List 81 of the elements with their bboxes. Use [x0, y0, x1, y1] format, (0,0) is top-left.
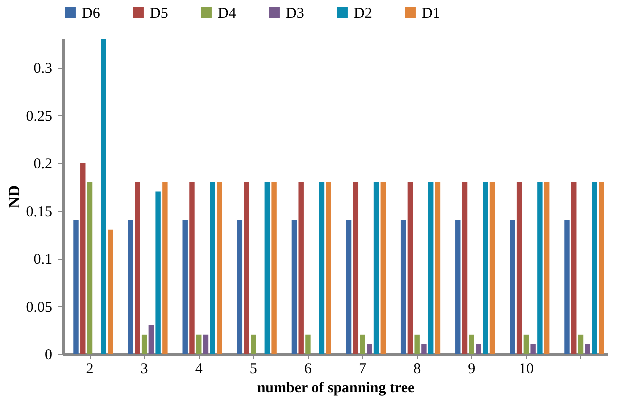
x-tick-label: 6	[304, 362, 312, 378]
legend-label: D1	[422, 6, 440, 22]
bar	[592, 182, 598, 354]
bar	[244, 182, 250, 354]
bar	[469, 334, 474, 354]
bar	[264, 182, 270, 354]
bar	[292, 220, 298, 354]
y-tick-label: 0.25	[26, 108, 52, 125]
bar	[210, 182, 216, 354]
bar	[272, 182, 277, 354]
bar	[374, 182, 380, 354]
bar	[80, 163, 86, 354]
bar	[462, 182, 468, 354]
bar	[142, 334, 148, 354]
x-tick-label: 2	[86, 362, 94, 378]
bar	[490, 182, 496, 354]
bar	[544, 182, 550, 354]
bar	[217, 182, 222, 354]
y-axis-title: ND	[6, 185, 24, 209]
bar	[326, 182, 332, 354]
bar	[414, 334, 420, 354]
bar	[599, 182, 604, 354]
bar	[237, 220, 243, 354]
bar	[360, 334, 366, 354]
x-tick-label: 3	[140, 362, 148, 378]
bar	[319, 182, 325, 354]
x-tick-label: 5	[250, 362, 258, 378]
legend-label: D2	[354, 6, 372, 22]
bar	[135, 182, 140, 354]
bar	[456, 220, 461, 354]
bar	[483, 182, 488, 354]
bar	[435, 182, 441, 354]
bar	[182, 220, 188, 354]
bar	[400, 220, 406, 354]
bar	[203, 334, 209, 354]
bar	[538, 182, 543, 354]
bar	[524, 334, 530, 354]
bar	[190, 182, 195, 354]
bar	[367, 344, 372, 354]
bar	[74, 220, 79, 354]
bar	[380, 182, 386, 354]
legend-label: D4	[218, 6, 237, 22]
bar	[428, 182, 434, 354]
bar	[530, 344, 536, 354]
bar	[196, 334, 202, 354]
y-tick-label: 0.2	[34, 156, 52, 173]
bar	[564, 220, 570, 354]
x-tick-label: 10	[518, 362, 534, 378]
bar	[510, 220, 516, 354]
y-tick-label: 0.05	[26, 300, 52, 316]
bar	[251, 334, 256, 354]
bar	[101, 39, 106, 354]
x-tick-label: 7	[359, 362, 368, 378]
bar	[87, 182, 93, 354]
legend-label: D6	[82, 6, 101, 22]
y-tick-label: 0.1	[34, 252, 52, 268]
x-axis-title: number of spanning tree	[257, 380, 416, 396]
bar	[156, 192, 161, 354]
y-tick-label: 0	[45, 348, 52, 364]
bar	[476, 344, 482, 354]
bar	[306, 334, 311, 354]
bar	[353, 182, 359, 354]
bar	[578, 334, 584, 354]
bar	[516, 182, 522, 354]
bar	[298, 182, 304, 354]
bar	[408, 182, 414, 354]
x-tick-label: 4	[195, 362, 204, 378]
bar	[148, 325, 154, 354]
bar	[572, 182, 577, 354]
x-tick-label: 8	[414, 362, 422, 378]
bar	[108, 230, 114, 354]
bar	[346, 220, 352, 354]
bar	[585, 344, 590, 354]
y-tick-label: 0.15	[26, 204, 52, 220]
legend-label: D5	[150, 6, 168, 22]
bar	[162, 182, 168, 354]
x-tick-label: 9	[468, 362, 476, 378]
legend-label: D3	[286, 6, 304, 22]
bar	[422, 344, 427, 354]
bar	[128, 220, 134, 354]
y-tick-label: 0.3	[34, 61, 52, 78]
